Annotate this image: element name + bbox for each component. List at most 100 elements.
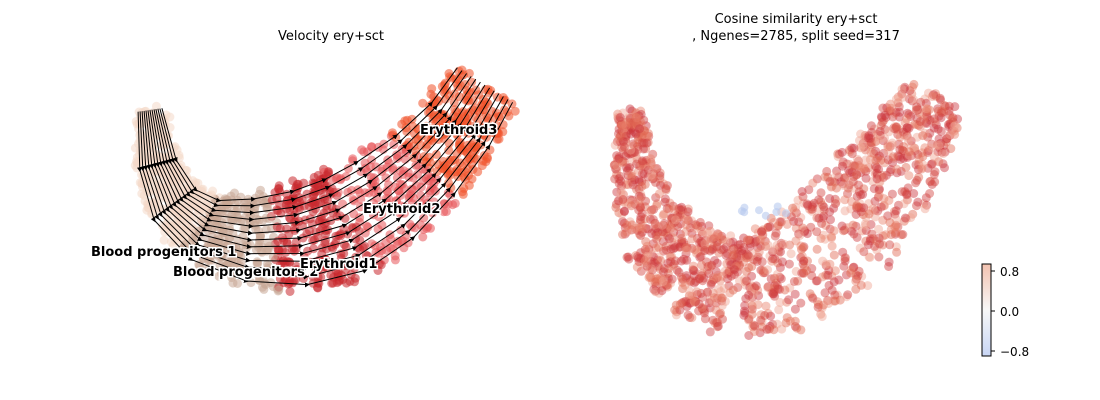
cosine-cell-point bbox=[864, 133, 874, 143]
cosine-cell-point bbox=[652, 199, 662, 209]
cosine-cell-point bbox=[886, 106, 896, 116]
cosine-cell-point bbox=[891, 94, 901, 104]
cosine-cell-point bbox=[726, 231, 736, 241]
cosine-cell-point bbox=[789, 216, 799, 226]
cosine-cell-point-low bbox=[755, 206, 763, 215]
cosine-cell-point bbox=[620, 223, 630, 233]
cosine-cell-point bbox=[751, 236, 761, 246]
cosine-cell-point bbox=[712, 293, 722, 303]
cosine-cell-point bbox=[859, 247, 869, 257]
cosine-cell-point bbox=[844, 180, 854, 190]
cosine-cell-point bbox=[699, 273, 709, 283]
cosine-cell-point bbox=[747, 271, 757, 281]
cosine-cell-point bbox=[668, 261, 678, 271]
cosine-cell-point bbox=[709, 275, 719, 285]
velocity-cell-point bbox=[391, 132, 401, 142]
cosine-cell-point bbox=[618, 145, 628, 155]
cosine-cell-point bbox=[676, 219, 686, 229]
cosine-cell-point bbox=[650, 258, 660, 268]
cosine-cell-point bbox=[752, 254, 762, 264]
velocity-cell-point bbox=[277, 233, 287, 243]
cosine-cell-point bbox=[883, 140, 893, 150]
cosine-cell-point bbox=[683, 215, 693, 225]
cosine-cell-point bbox=[682, 255, 692, 265]
cosine-cell-point bbox=[899, 216, 909, 226]
cosine-cell-point bbox=[770, 231, 780, 241]
cosine-cell-point bbox=[937, 108, 947, 118]
cosine-cell-point bbox=[663, 223, 673, 233]
cosine-cell-point bbox=[879, 172, 888, 182]
cosine-cell-point bbox=[621, 121, 631, 131]
cosine-cell-point-low bbox=[773, 202, 782, 211]
cosine-cell-point bbox=[792, 323, 802, 333]
cosine-cell-point bbox=[754, 236, 764, 246]
cosine-cell-point bbox=[949, 126, 959, 136]
cosine-cell-point bbox=[662, 281, 671, 290]
cosine-cell-point bbox=[718, 314, 727, 324]
cosine-cell-point bbox=[884, 146, 893, 156]
cosine-cell-point bbox=[854, 266, 864, 276]
cosine-cell-point bbox=[611, 164, 621, 174]
cosine-cell-point bbox=[636, 253, 646, 263]
cosine-cell-point bbox=[902, 152, 912, 162]
cosine-cell-point bbox=[731, 260, 741, 270]
cosine-cell-point bbox=[645, 271, 655, 281]
cosine-cell-point bbox=[854, 161, 864, 170]
cosine-cell-point bbox=[784, 259, 794, 269]
cosine-cell-point bbox=[938, 149, 948, 159]
cosine-cell-point bbox=[615, 116, 625, 126]
cosine-cell-point bbox=[733, 283, 743, 292]
cosine-cell-point bbox=[882, 103, 892, 113]
cosine-cell-point bbox=[931, 91, 941, 101]
cosine-cell-point bbox=[830, 194, 840, 204]
cosine-cell-point bbox=[840, 173, 850, 183]
cosine-cell-point bbox=[639, 162, 649, 171]
cosine-cell-point bbox=[861, 133, 871, 143]
cosine-cell-point bbox=[769, 283, 779, 293]
cosine-cell-point bbox=[769, 325, 779, 335]
cosine-cell-point bbox=[636, 109, 646, 119]
cosine-cell-point bbox=[692, 287, 702, 297]
cosine-cell-point bbox=[695, 273, 704, 283]
cosine-cell-point bbox=[763, 265, 773, 275]
cosine-cell-point bbox=[763, 222, 773, 232]
cosine-cell-point bbox=[830, 177, 840, 187]
cosine-cell-point bbox=[631, 113, 641, 123]
cosine-cell-point bbox=[647, 250, 657, 259]
cosine-cell-point bbox=[675, 305, 685, 315]
cosine-cell-point bbox=[913, 150, 923, 159]
cosine-cell-point bbox=[788, 203, 798, 213]
cosine-cell-point bbox=[872, 245, 882, 255]
cosine-cell-point bbox=[733, 267, 743, 277]
cosine-cell-point bbox=[648, 215, 658, 224]
cosine-cell-point bbox=[636, 212, 646, 222]
cosine-cell-point bbox=[635, 218, 645, 227]
cosine-cell-point bbox=[618, 190, 628, 200]
cosine-cell-point bbox=[876, 112, 886, 122]
cosine-cell-point bbox=[651, 164, 660, 174]
cosine-cell-point bbox=[712, 242, 722, 252]
cosine-cell-point bbox=[724, 281, 734, 291]
cosine-cell-point bbox=[639, 138, 649, 148]
cosine-cell-point bbox=[948, 117, 958, 127]
cosine-cell-point bbox=[866, 121, 876, 131]
velocity-cell-point bbox=[141, 115, 151, 125]
cosine-cell-point bbox=[621, 130, 631, 140]
cosine-cell-point bbox=[727, 257, 737, 267]
cosine-cell-point bbox=[884, 127, 894, 137]
cosine-cell-point bbox=[867, 229, 877, 239]
cosine-cell-point bbox=[634, 177, 644, 187]
cosine-cell-point bbox=[658, 277, 668, 286]
cosine-cell-point bbox=[619, 129, 629, 139]
cosine-cell-point bbox=[642, 251, 652, 261]
cosine-cell-point bbox=[640, 126, 649, 136]
cosine-cell-point bbox=[879, 116, 889, 126]
cosine-cell-point bbox=[861, 226, 871, 235]
cosine-cell-point bbox=[876, 202, 886, 212]
cosine-cell-point bbox=[879, 194, 889, 204]
cosine-cell-point bbox=[671, 221, 681, 231]
cosine-cell-point bbox=[786, 249, 796, 259]
cosine-cell-point bbox=[849, 161, 859, 171]
cosine-cell-point bbox=[632, 184, 641, 194]
cosine-cell-point bbox=[652, 201, 662, 211]
